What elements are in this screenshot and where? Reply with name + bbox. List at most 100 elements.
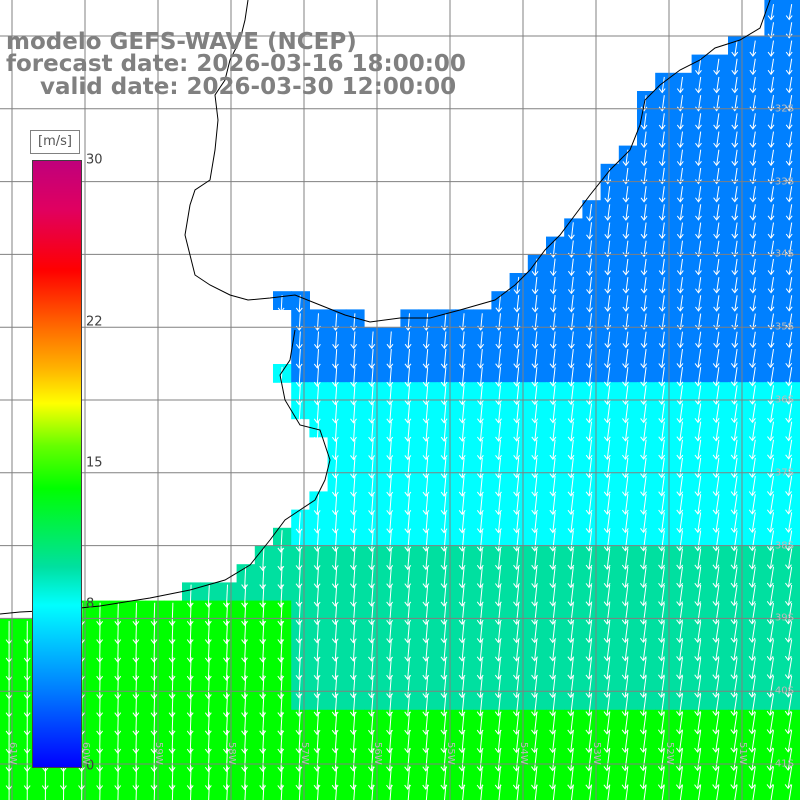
wind-arrow-head bbox=[748, 491, 756, 497]
wind-arrow-head bbox=[694, 527, 702, 534]
wind-arrow bbox=[770, 149, 774, 166]
wind-arrow bbox=[606, 584, 611, 606]
wind-arrow bbox=[679, 603, 683, 624]
wind-arrow bbox=[625, 240, 629, 257]
wind-arrow bbox=[624, 621, 629, 643]
wind-arrow bbox=[207, 675, 210, 699]
wind-speed-cell bbox=[746, 509, 765, 529]
wind-arrow bbox=[552, 403, 556, 423]
wind-arrow-head bbox=[785, 527, 792, 533]
wind-speed-cell bbox=[709, 291, 729, 310]
wind-arrow bbox=[515, 639, 520, 661]
wind-arrow bbox=[534, 421, 538, 441]
wind-arrow bbox=[534, 530, 538, 551]
wind-speed-cell bbox=[691, 673, 711, 693]
wind-arrow bbox=[716, 277, 720, 293]
wind-arrow bbox=[479, 385, 483, 405]
wind-speed-cell bbox=[600, 218, 620, 238]
wind-arrow-head bbox=[368, 343, 376, 350]
wind-arrow bbox=[752, 149, 756, 166]
wind-arrow-head bbox=[658, 528, 665, 534]
wind-speed-cell bbox=[673, 655, 693, 674]
wind-speed-cell bbox=[364, 455, 383, 474]
wind-speed-cell bbox=[400, 600, 420, 620]
wind-arrow bbox=[751, 693, 756, 716]
wind-arrow-head bbox=[186, 785, 194, 791]
wind-arrow-head bbox=[422, 473, 430, 479]
wind-speed-cell bbox=[309, 746, 329, 765]
wind-arrow-head bbox=[658, 233, 666, 240]
wind-arrow bbox=[189, 584, 192, 607]
wind-speed-cell bbox=[582, 491, 602, 511]
wind-arrow bbox=[497, 476, 501, 496]
wind-arrow-head bbox=[422, 455, 430, 461]
wind-speed-cell bbox=[782, 691, 800, 711]
wind-arrow bbox=[642, 675, 647, 698]
wind-arrow bbox=[534, 566, 538, 588]
wind-arrow-head bbox=[748, 729, 756, 735]
wind-arrow-head bbox=[748, 546, 756, 552]
wind-speed-cell bbox=[345, 309, 365, 329]
wind-speed-cell bbox=[400, 618, 420, 638]
wind-arrow bbox=[697, 766, 702, 789]
wind-speed-cell bbox=[691, 582, 711, 602]
wind-arrow bbox=[570, 693, 574, 716]
wind-arrow bbox=[661, 204, 665, 221]
wind-arrow bbox=[262, 711, 265, 735]
wind-speed-cell bbox=[637, 709, 656, 729]
wind-arrow bbox=[697, 494, 702, 514]
latitude-label: 33S bbox=[774, 176, 794, 188]
wind-speed-cell bbox=[236, 637, 256, 656]
wind-arrow-head bbox=[676, 179, 684, 185]
wind-arrow bbox=[334, 566, 338, 588]
wind-arrow-head bbox=[567, 234, 575, 240]
wind-arrow bbox=[316, 349, 319, 368]
wind-speed-cell bbox=[618, 527, 638, 547]
wind-arrow-head bbox=[785, 399, 793, 405]
wind-speed-cell bbox=[618, 382, 638, 401]
wind-speed-cell bbox=[673, 546, 693, 565]
wind-arrow bbox=[788, 204, 793, 220]
wind-arrow-head bbox=[640, 528, 647, 534]
wind-arrow-head bbox=[223, 766, 230, 773]
wind-speed-cell bbox=[491, 746, 511, 765]
wind-speed-cell bbox=[746, 236, 765, 256]
wind-arrow-head bbox=[785, 491, 792, 497]
wind-arrow bbox=[679, 657, 683, 679]
wind-speed-cell bbox=[709, 418, 729, 438]
wind-arrow bbox=[190, 784, 192, 800]
wind-speed-cell bbox=[473, 728, 492, 747]
wind-arrow-head bbox=[731, 88, 739, 94]
wind-arrow-head bbox=[785, 324, 793, 330]
wind-speed-cell bbox=[291, 673, 310, 693]
wind-arrow-head bbox=[785, 564, 792, 570]
wind-speed-cell bbox=[546, 546, 565, 565]
wind-arrow bbox=[697, 95, 702, 111]
wind-arrow-head bbox=[784, 710, 792, 717]
wind-arrow bbox=[734, 784, 738, 800]
wind-speed-cell bbox=[400, 782, 420, 800]
wind-arrow bbox=[606, 693, 611, 716]
wind-arrow bbox=[461, 494, 465, 515]
wind-arrow-head bbox=[404, 473, 412, 479]
wind-arrow bbox=[715, 421, 720, 441]
wind-speed-cell bbox=[691, 54, 711, 74]
wind-arrow bbox=[733, 530, 738, 551]
wind-arrow bbox=[316, 711, 319, 735]
wind-speed-cell bbox=[637, 345, 656, 365]
wind-speed-cell bbox=[218, 782, 238, 800]
wind-arrow-head bbox=[712, 491, 720, 497]
wind-arrow bbox=[716, 313, 720, 330]
wind-arrow bbox=[479, 494, 483, 515]
wind-arrow-head bbox=[404, 418, 412, 424]
wind-arrow-head bbox=[713, 106, 721, 112]
wind-arrow bbox=[588, 385, 592, 405]
wind-arrow bbox=[752, 95, 756, 111]
wind-arrow bbox=[624, 403, 629, 423]
wind-arrow bbox=[787, 693, 793, 716]
wind-arrow bbox=[461, 711, 465, 735]
wind-arrow-head bbox=[639, 729, 647, 735]
wind-arrow bbox=[734, 149, 738, 166]
wind-speed-cell bbox=[746, 145, 765, 165]
wind-arrow bbox=[697, 348, 702, 368]
